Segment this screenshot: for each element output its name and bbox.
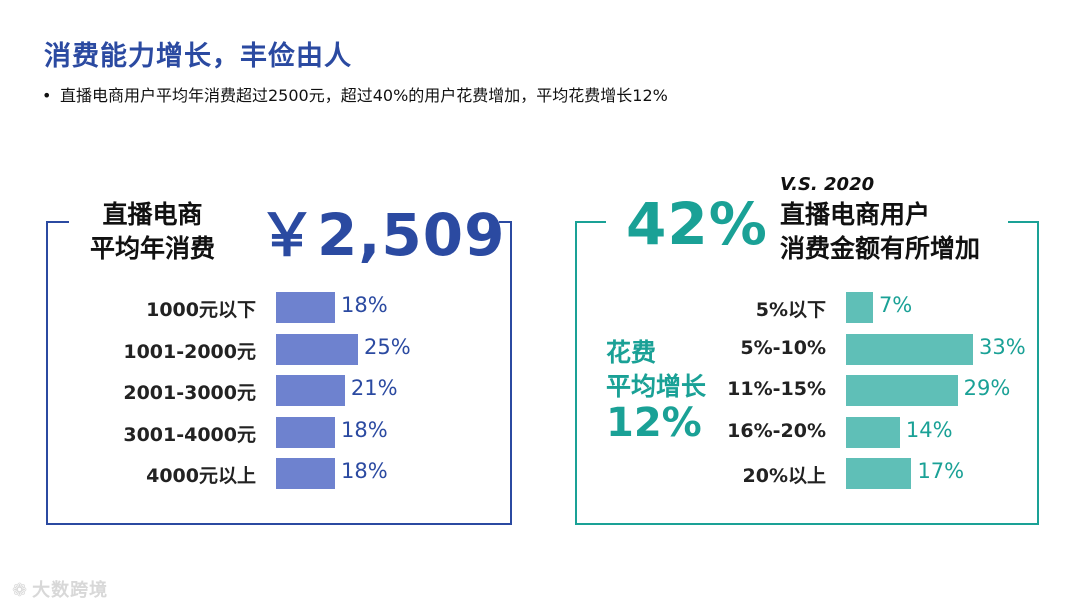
right-frame-lines (575, 221, 1039, 525)
avg-growth-label-line1: 花费 (606, 338, 657, 367)
category-label: 5%以下 (755, 299, 826, 321)
bar (846, 416, 900, 448)
summary-bullet: • 直播电商用户平均年消费超过2500元，超过40%的用户花费增加，平均花费增长1… (42, 82, 668, 106)
bar (846, 375, 958, 406)
category-label: 5%-10% (740, 336, 826, 359)
value-label: 14% (905, 417, 953, 442)
value-label: 18% (341, 459, 388, 483)
page-title: 消费能力增长，丰俭由人 (44, 41, 352, 72)
bar (846, 292, 873, 323)
category-label: 1001-2000元 (123, 340, 256, 363)
right-label-line2: 消费金额有所增加 (780, 234, 981, 263)
vs-year-label: V.S. 2020 (780, 174, 875, 195)
bar (276, 416, 336, 448)
right-panel-label: 直播电商用户 消费金额有所增加 (780, 198, 980, 266)
value-label: 21% (350, 376, 398, 400)
category-label: 1000元以下 (146, 299, 256, 321)
bar (276, 375, 345, 406)
bar (276, 292, 336, 323)
bar (846, 458, 912, 489)
category-label: 20%以上 (742, 465, 826, 487)
watermark-logo-icon: ❁ (12, 580, 29, 601)
bullet-dot: • (42, 86, 52, 105)
category-label: 4000元以上 (146, 465, 256, 487)
watermark: ❁ 大数跨境 (12, 576, 108, 602)
category-label: 3001-4000元 (123, 423, 256, 446)
increase-share-value: 42% (626, 190, 768, 258)
avg-growth-label-line2: 平均增长 (606, 372, 707, 401)
avg-growth-label: 花费 平均增长 (606, 336, 706, 404)
bar (846, 333, 974, 365)
value-label: 7% (878, 293, 913, 317)
bar (276, 458, 336, 489)
value-label: 33% (979, 334, 1026, 359)
value-label: 25% (364, 334, 411, 359)
left-label-line1: 直播电商 (102, 200, 203, 229)
value-label: 18% (341, 293, 388, 317)
watermark-text: 大数跨境 (32, 580, 109, 601)
bar (276, 333, 358, 365)
left-panel-frame (46, 221, 512, 525)
category-label: 2001-3000元 (123, 382, 256, 404)
left-label-line2: 平均年消费 (90, 234, 216, 263)
value-label: 29% (963, 376, 1011, 400)
value-label: 17% (917, 459, 965, 483)
value-label: 18% (341, 417, 388, 442)
category-label: 16%-20% (727, 419, 826, 442)
right-panel-frame (575, 221, 1039, 525)
right-label-line1: 直播电商用户 (780, 200, 931, 229)
left-frame-lines (46, 221, 512, 525)
avg-annual-spend-value: ￥2,509 (258, 201, 506, 269)
avg-growth-value: 12% (606, 400, 702, 446)
left-panel-label: 直播电商 平均年消费 (90, 198, 215, 266)
category-label: 11%-15% (727, 378, 826, 400)
summary-text: 直播电商用户平均年消费超过2500元，超过40%的用户花费增加，平均花费增长12… (60, 86, 668, 105)
